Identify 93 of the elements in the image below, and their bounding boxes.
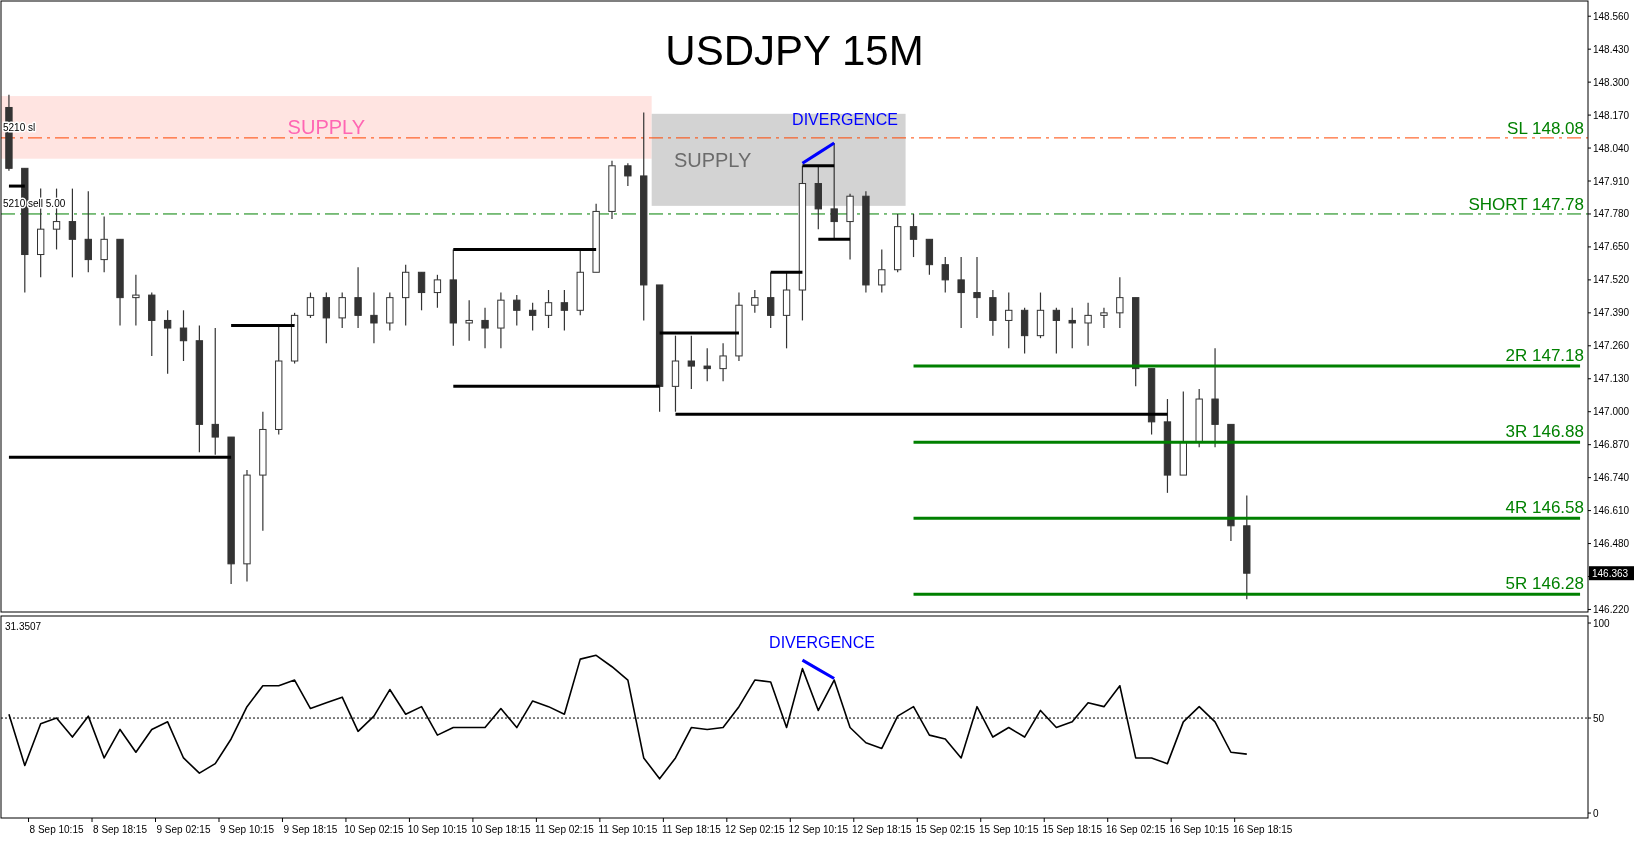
x-tick-label: 16 Sep 02:15 (1105, 824, 1166, 835)
annotation: 31.3507 (5, 621, 42, 632)
candlestick (354, 266, 362, 329)
ref-line-label: SHORT 147.78 (1468, 194, 1584, 214)
ref-line-label: SL 148.08 (1507, 118, 1584, 138)
x-tick-label: 10 Sep 10:15 (407, 824, 468, 835)
candlestick (306, 291, 315, 319)
x-tick-label: 9 Sep 02:15 (156, 824, 211, 835)
x-tick-label: 16 Sep 18:15 (1232, 824, 1293, 835)
x-tick-label: 9 Sep 10:15 (220, 824, 275, 835)
text: 146.363 (1592, 568, 1629, 580)
x-tick-label: 16 Sep 10:15 (1169, 824, 1230, 835)
x-tick-label: 15 Sep 02:15 (915, 824, 976, 835)
y-tick-label: 147.910 (1593, 175, 1630, 187)
y-tick-label: 148.560 (1593, 10, 1630, 22)
x-tick-label: 11 Sep 18:15 (661, 824, 722, 835)
candlestick (560, 289, 569, 332)
annotation: DIVERGENCE (769, 634, 875, 651)
band-label: SUPPLY (673, 148, 752, 171)
candlestick (528, 302, 537, 332)
series-label: 2R 147.18 (1505, 346, 1584, 366)
x-tick-label: 15 Sep 18:15 (1042, 824, 1103, 835)
candlestick (417, 271, 426, 311)
x-tick-label: 10 Sep 18:15 (471, 824, 532, 835)
candlestick (481, 307, 489, 349)
y-tick-label: 146.870 (1593, 439, 1630, 451)
candlestick (767, 271, 775, 329)
candlestick (973, 256, 981, 319)
y-tick-label: 147.130 (1593, 373, 1630, 385)
candlestick (163, 309, 172, 375)
x-tick-label: 8 Sep 10:15 (29, 824, 84, 835)
y-tick-label: 147.000 (1593, 406, 1630, 418)
candlestick (370, 291, 378, 344)
series-label: 3R 146.88 (1505, 422, 1584, 442)
candlestick (957, 256, 965, 329)
y-tick-label: 0 (1593, 807, 1599, 819)
candlestick (751, 289, 759, 314)
x-tick-label: 9 Sep 18:15 (283, 824, 338, 835)
candlestick (830, 142, 838, 240)
candlestick (544, 289, 553, 329)
candlestick (878, 248, 886, 294)
candlestick (1084, 302, 1092, 347)
text: USDJPY 15M (665, 27, 924, 74)
candlestick (989, 289, 997, 337)
y-tick-label: 146.480 (1593, 538, 1630, 550)
candlestick (84, 190, 92, 273)
y-tick-label: 50 (1593, 712, 1605, 724)
y-tick-label: 148.300 (1593, 76, 1630, 88)
series-label: 4R 146.58 (1505, 498, 1584, 518)
y-tick-label: 147.650 (1593, 241, 1630, 253)
annotation: DIVERGENCE (792, 111, 898, 128)
candlestick (100, 215, 108, 273)
y-tick-label: 148.040 (1593, 142, 1630, 154)
x-tick-label: 8 Sep 18:15 (93, 824, 148, 835)
candlestick (719, 342, 727, 382)
candlestick (624, 162, 632, 187)
candlestick (211, 327, 219, 456)
y-tick-label: 100 (1593, 617, 1611, 629)
x-tick-label: 10 Sep 02:15 (344, 824, 405, 835)
y-tick-label: 147.390 (1593, 307, 1630, 319)
candlestick (179, 309, 188, 362)
x-tick-label: 15 Sep 10:15 (978, 824, 1039, 835)
x-tick-label: 12 Sep 18:15 (852, 824, 912, 835)
candlestick (1068, 307, 1076, 349)
y-tick-label: 147.780 (1593, 208, 1630, 220)
y-tick-label: 146.610 (1593, 505, 1630, 517)
y-tick-label: 148.170 (1593, 109, 1630, 121)
candlestick (433, 274, 442, 309)
y-tick-label: 148.430 (1593, 43, 1630, 55)
candlestick (513, 294, 521, 327)
candlestick (941, 256, 949, 294)
x-tick-label: 12 Sep 02:15 (725, 824, 786, 835)
candlestick (687, 335, 696, 390)
candlestick (132, 274, 140, 327)
candlestick (909, 213, 918, 258)
candlestick (322, 291, 331, 344)
y-tick-label: 146.220 (1593, 603, 1630, 615)
y-tick-label: 146.740 (1593, 472, 1630, 484)
candlestick (1005, 291, 1013, 349)
series-label: 5R 146.28 (1505, 574, 1584, 594)
x-tick-label: 11 Sep 02:15 (535, 824, 595, 835)
candlestick (1052, 307, 1061, 354)
candlestick (1116, 276, 1124, 329)
y-tick-label: 147.520 (1593, 274, 1630, 286)
candlestick (703, 347, 711, 382)
y-tick-label: 147.260 (1593, 340, 1630, 352)
candlestick (68, 188, 77, 278)
candlestick (338, 291, 346, 329)
candlestick (465, 299, 473, 342)
x-tick-label: 12 Sep 10:15 (788, 824, 849, 835)
candlestick (1100, 307, 1108, 329)
band-label: SUPPLY (287, 116, 366, 139)
x-tick-label: 11 Sep 10:15 (598, 824, 658, 835)
